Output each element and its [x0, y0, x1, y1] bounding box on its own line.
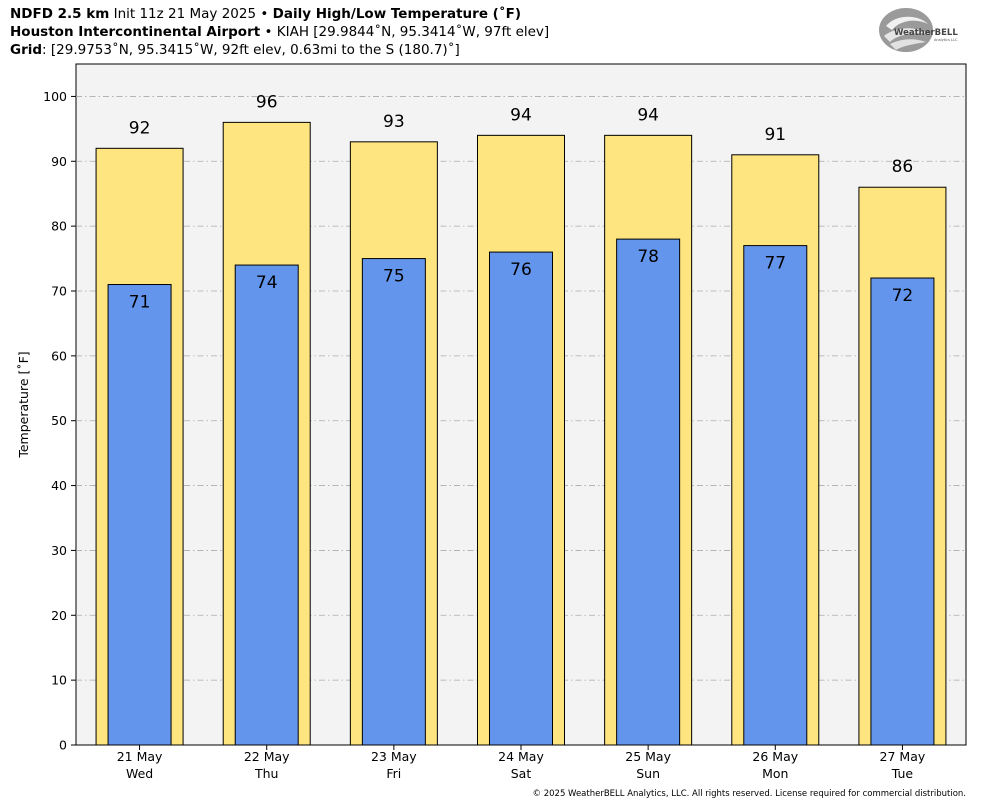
axes: 0 10 20 30 40 50 60 70 80 90 100 21 May Wed 22 May Thu… [43, 89, 926, 781]
grid-label: Grid [10, 42, 43, 58]
x-tick-weekday: Sat [511, 766, 532, 781]
x-tick-date: 23 May [371, 749, 417, 764]
header-line-1: NDFD 2.5 km Init 11z 21 May 2025 • Daily… [10, 5, 521, 23]
x-tick-weekday: Wed [126, 766, 153, 781]
y-tick-label: 80 [51, 219, 67, 234]
high-temp-label: 94 [510, 105, 532, 125]
x-tick-date: 25 May [625, 749, 671, 764]
x-tick-date: 26 May [752, 749, 798, 764]
x-tick-weekday: Tue [891, 766, 914, 781]
y-tick-label: 20 [51, 608, 67, 623]
low-temp-label: 71 [129, 293, 151, 313]
bars: 92 71 96 74 93 75 94 76 94 78 91 77 86 72 [95, 92, 947, 746]
y-tick-label: 30 [51, 543, 67, 558]
low-temp-bar [743, 245, 808, 746]
product-title: Daily High/Low Temperature (˚F) [272, 6, 521, 22]
y-tick-label: 60 [51, 348, 67, 363]
swirl-stroke-2 [884, 28, 930, 42]
separator-bullet: • [260, 6, 269, 22]
model-name: NDFD 2.5 km [10, 6, 110, 22]
grid-details: : [29.9753˚N, 95.3415˚W, 92ft elev, 0.63… [42, 42, 460, 58]
logo-subtext: Analytics LLC [934, 38, 958, 42]
high-temp-label: 86 [892, 157, 914, 177]
low-temp-bar [107, 284, 172, 746]
low-temp-label: 76 [510, 260, 532, 280]
header-line-3: Grid: [29.9753˚N, 95.3415˚W, 92ft elev, … [10, 41, 460, 59]
high-temp-label: 91 [764, 125, 786, 145]
low-temp-bar [361, 258, 426, 746]
low-temp-label: 74 [256, 273, 278, 293]
high-temp-label: 93 [383, 112, 405, 132]
x-tick-weekday: Mon [762, 766, 788, 781]
y-tick-label: 100 [43, 89, 67, 104]
x-tick-weekday: Sun [636, 766, 660, 781]
high-temp-label: 94 [637, 105, 659, 125]
logo-text: WeatherBELL [894, 28, 958, 38]
swirl-stroke-3 [890, 39, 926, 50]
weatherbell-logo: WeatherBELL Analytics LLC [879, 8, 958, 52]
copyright-notice: © 2025 WeatherBELL Analytics, LLC. All r… [532, 789, 966, 799]
low-temp-label: 75 [383, 267, 405, 287]
init-time: Init 11z 21 May 2025 [113, 6, 257, 22]
high-temp-label: 92 [129, 118, 151, 138]
high-temp-label: 96 [256, 92, 278, 112]
y-tick-label: 90 [51, 154, 67, 169]
x-tick-date: 22 May [244, 749, 290, 764]
station-details: KIAH [29.9844˚N, 95.3414˚W, 97ft elev] [276, 24, 550, 40]
x-tick-weekday: Fri [386, 766, 401, 781]
y-tick-label: 40 [51, 478, 67, 493]
swirl-stroke-1 [886, 16, 928, 30]
low-temp-bar [489, 251, 553, 746]
header-line-2: Houston Intercontinental Airport • KIAH … [10, 23, 549, 41]
x-tick-date: 24 May [498, 749, 544, 764]
y-tick-label: 0 [59, 738, 67, 753]
y-tick-label: 10 [51, 673, 67, 688]
x-tick-weekday: Thu [254, 766, 278, 781]
low-temp-label: 78 [637, 247, 659, 267]
y-tick-label: 50 [51, 413, 67, 428]
low-temp-bar [616, 238, 681, 746]
x-tick-date: 21 May [117, 749, 163, 764]
low-temp-bar [234, 264, 299, 746]
low-temp-label: 72 [892, 286, 914, 306]
low-temp-bar [870, 277, 935, 746]
y-axis-label: Temperature [˚F] [16, 351, 31, 458]
y-tick-label: 70 [51, 284, 67, 299]
x-tick-date: 27 May [880, 749, 926, 764]
low-temp-label: 77 [764, 254, 786, 274]
station-name: Houston Intercontinental Airport [10, 24, 261, 40]
separator-bullet: • [264, 24, 273, 40]
